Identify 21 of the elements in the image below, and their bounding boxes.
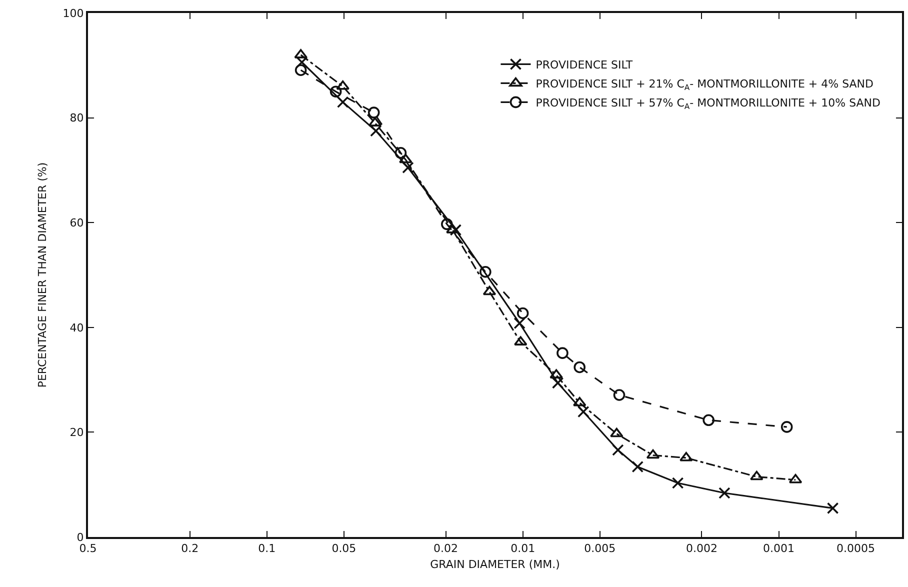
y-tick-label: 80 xyxy=(70,112,84,125)
y-tick-label: 100 xyxy=(62,6,84,20)
x-tick-label: 0.1 xyxy=(258,542,276,556)
legend-label: PROVIDENCE SILT xyxy=(536,58,633,72)
x-tick-label: 0.05 xyxy=(332,542,356,556)
legend-label: PROVIDENCE SILT + 57% C$_{A}$- MONTMORILLONITE + 10% SAND xyxy=(536,96,881,111)
y-tick-label: 20 xyxy=(70,426,84,440)
x-tick-label: 0.02 xyxy=(434,542,458,556)
legend-label: PROVIDENCE SILT + 21% C$_{A}$- MONTMORILLONITE + 4% SAND xyxy=(536,77,874,92)
x-tick-label: 0.002 xyxy=(686,542,718,556)
x-tick-label: 0.2 xyxy=(181,542,199,556)
y-tick-label: 40 xyxy=(70,321,84,334)
x-tick-label: 0.001 xyxy=(763,542,795,556)
x-tick-label: 0.005 xyxy=(584,542,616,556)
x-tick-label: 0.5 xyxy=(79,542,97,556)
y-tick-label: 60 xyxy=(70,216,84,230)
x-tick-label: 0.0005 xyxy=(836,542,876,556)
x-tick-label: 0.01 xyxy=(510,542,536,556)
y-axis-title: PERCENTAGE FINER THAN DIAMETER (%) xyxy=(36,162,49,388)
x-axis-title: GRAIN DIAMETER (MM.) xyxy=(430,558,560,571)
y-tick-label: 0 xyxy=(76,530,84,544)
